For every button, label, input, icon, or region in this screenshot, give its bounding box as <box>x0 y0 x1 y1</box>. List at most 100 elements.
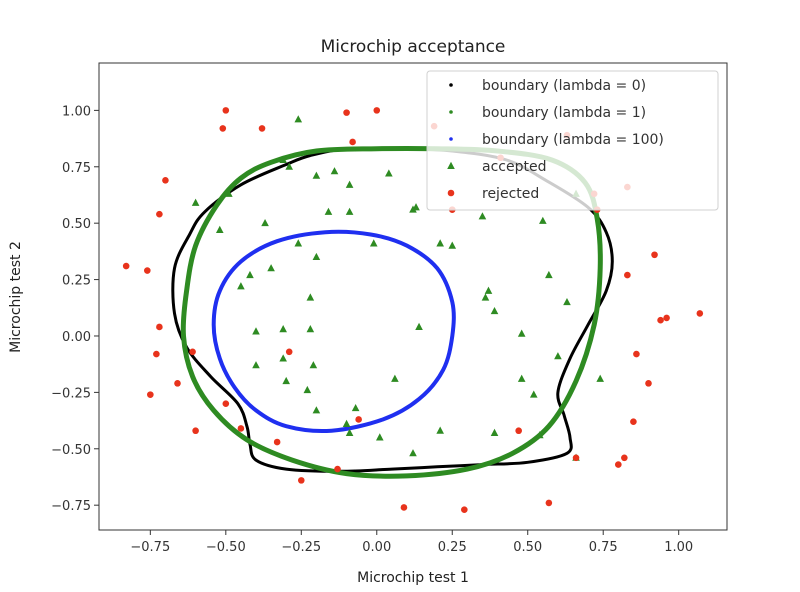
accepted-point <box>279 325 287 333</box>
rejected-point <box>355 416 362 423</box>
accepted-point <box>312 171 321 179</box>
legend-marker-lambda1 <box>449 110 453 114</box>
accepted-point <box>191 198 200 206</box>
rejected-point <box>515 427 522 435</box>
accepted-point <box>484 286 493 294</box>
legend-label-lambda0: boundary (lambda = 0) <box>482 78 646 94</box>
rejected-point <box>156 210 163 218</box>
accepted-point <box>309 361 318 369</box>
rejected-point <box>192 427 199 435</box>
rejected-point <box>334 465 341 473</box>
accepted-point <box>330 167 339 175</box>
accepted-point <box>345 207 354 215</box>
rejected-point <box>258 125 266 132</box>
legend-marker-accepted <box>447 161 455 169</box>
x-tick-label: −0.75 <box>130 540 170 555</box>
y-tick-label: 0.75 <box>62 161 91 176</box>
accepted-point <box>517 329 526 337</box>
y-tick-label: 1.00 <box>62 104 91 119</box>
legend-label-rejected: rejected <box>482 186 539 202</box>
y-tick-label: 0.25 <box>62 274 91 289</box>
rejected-point <box>174 380 181 387</box>
rejected-point <box>189 348 196 356</box>
x-axis-ticks: −0.75 −0.50 −0.25 0.00 0.25 0.50 0.75 1.00 <box>130 530 693 555</box>
y-axis-ticks: −0.75 −0.50 −0.25 0.00 0.25 0.50 0.75 1.00 <box>51 104 99 514</box>
accepted-point <box>312 252 321 261</box>
accepted-point <box>225 189 233 197</box>
accepted-point <box>294 115 303 123</box>
accepted-point <box>563 297 571 306</box>
accepted-point <box>342 419 351 427</box>
legend-label-lambda1: boundary (lambda = 1) <box>482 105 646 121</box>
x-tick-label: −0.25 <box>281 540 321 555</box>
accepted-point <box>415 322 423 330</box>
accepted-point <box>279 155 287 164</box>
boundary-curve-lambda-100 <box>211 229 456 433</box>
y-axis-label: Microchip test 2 <box>8 241 24 353</box>
accepted-point <box>285 162 294 170</box>
rejected-point <box>237 425 245 432</box>
accepted-point <box>554 352 562 360</box>
rejected-point <box>633 350 640 358</box>
rejected-point <box>222 107 230 114</box>
rejected-point <box>285 348 293 356</box>
accepted-point <box>436 426 444 434</box>
accepted-point <box>391 374 399 382</box>
rejected-point <box>297 477 305 484</box>
x-tick-label: 0.50 <box>513 540 542 555</box>
accepted-point <box>252 361 260 369</box>
rejected-point <box>696 310 704 317</box>
plot-frame <box>98 62 728 531</box>
x-axis-label: Microchip test 1 <box>357 570 469 586</box>
legend-marker-rejected <box>447 189 455 197</box>
y-tick-label: 0.00 <box>62 330 91 345</box>
accepted-point <box>237 282 245 290</box>
y-tick-label: −0.50 <box>51 443 91 458</box>
rejected-point <box>144 267 151 274</box>
accepted-point <box>448 241 457 249</box>
rejected-point <box>222 400 230 407</box>
legend: boundary (lambda = 0) boundary (lambda = … <box>426 70 719 211</box>
rejected-point <box>651 251 658 259</box>
legend-marker-lambda100 <box>449 137 453 141</box>
accepted-point <box>478 212 487 220</box>
rejected-point <box>343 109 350 116</box>
accepted-point <box>279 354 287 362</box>
accepted-point <box>215 225 224 233</box>
accepted-point <box>312 406 321 414</box>
rejected-point <box>545 499 553 507</box>
x-tick-label: 1.00 <box>664 540 693 555</box>
accepted-point <box>596 374 604 382</box>
rejected-point <box>122 262 130 270</box>
legend-label-lambda100: boundary (lambda = 100) <box>482 132 664 148</box>
accepted-point <box>545 270 553 279</box>
x-tick-label: −0.50 <box>206 540 246 555</box>
accepted-point <box>385 169 393 177</box>
accepted-point <box>490 428 499 436</box>
accepted-point <box>303 385 312 394</box>
rejected-point <box>615 461 622 468</box>
rejected-point <box>624 271 631 279</box>
rejected-point <box>621 454 628 462</box>
accepted-point <box>436 239 444 247</box>
legend-label-accepted: accepted <box>482 159 546 175</box>
accepted-point <box>409 449 417 457</box>
y-tick-label: 0.50 <box>62 217 91 232</box>
accepted-point <box>345 428 354 436</box>
rejected-point <box>373 107 381 114</box>
accepted-point <box>306 325 315 333</box>
boundary-curve-lambda-0 <box>171 146 614 473</box>
rejected-point <box>663 314 670 322</box>
accepted-point <box>261 218 269 227</box>
rejected-point <box>156 323 163 331</box>
legend-box <box>426 70 719 211</box>
accepted-point <box>294 239 303 247</box>
accepted-point <box>539 216 547 224</box>
rejected-point <box>349 138 356 146</box>
rejected-point <box>645 380 652 387</box>
accepted-point <box>246 270 254 279</box>
x-tick-label: 0.25 <box>438 540 467 555</box>
accepted-point <box>324 207 333 215</box>
accepted-point <box>369 239 378 247</box>
